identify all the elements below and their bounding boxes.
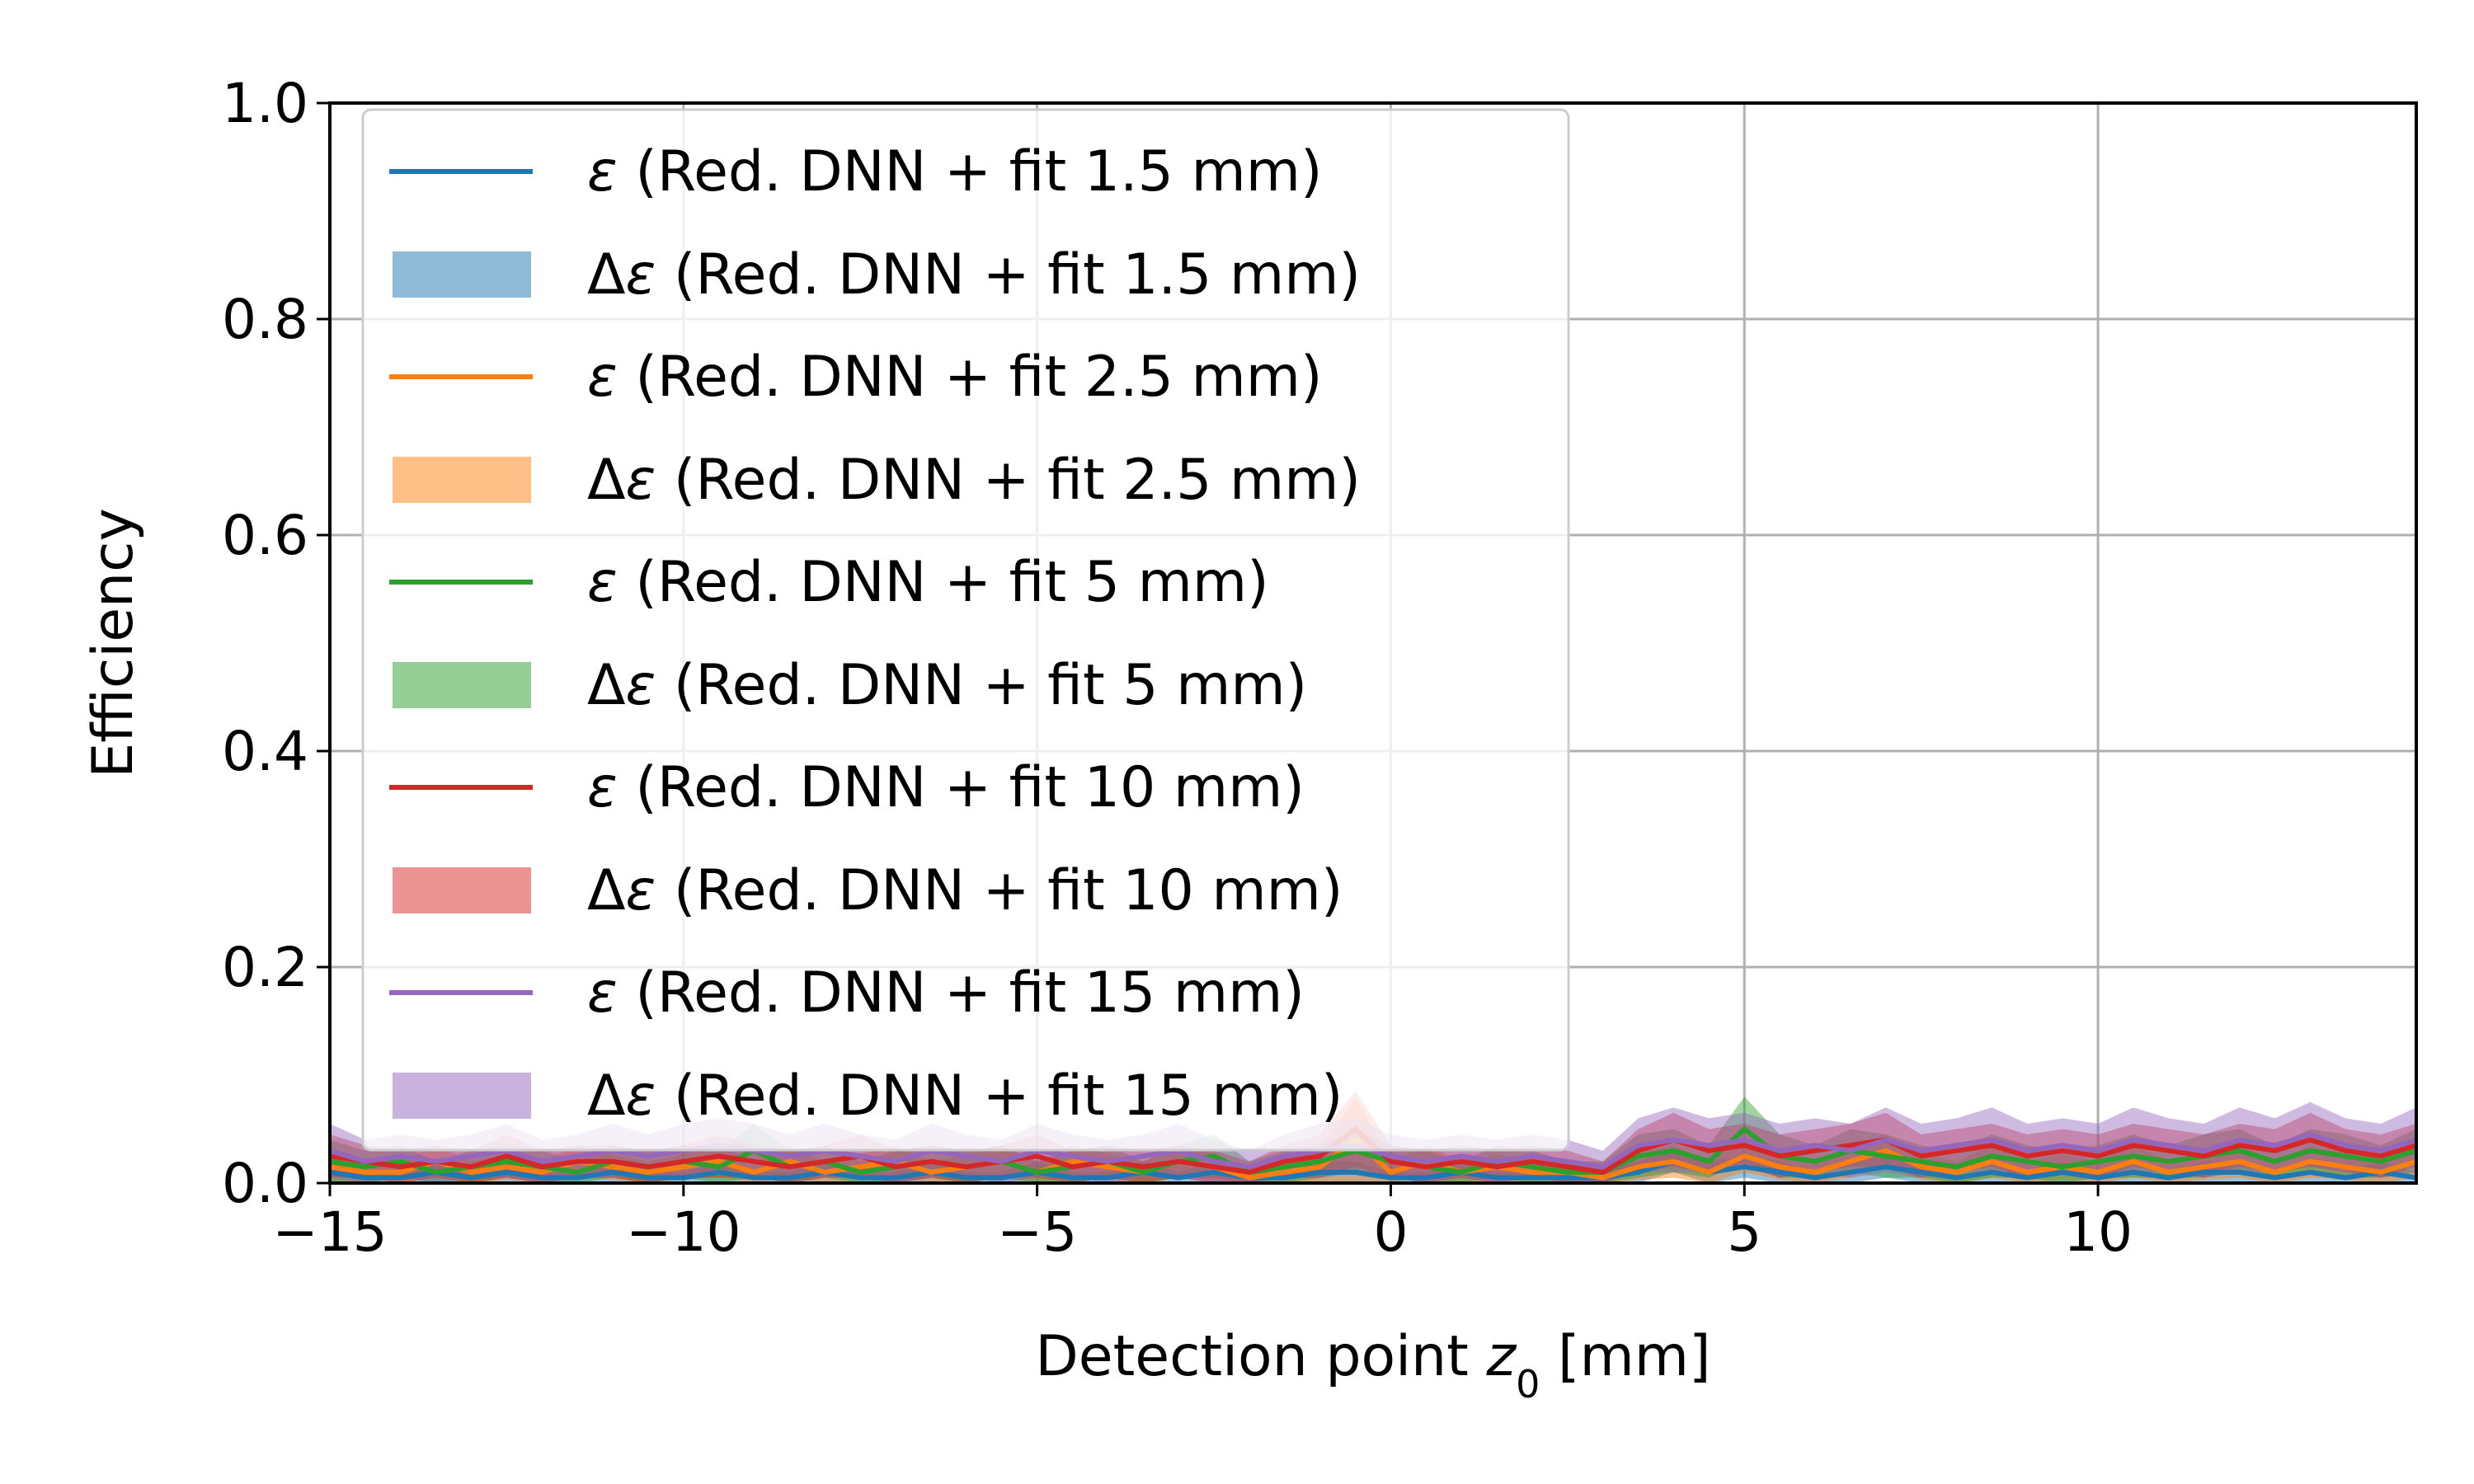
legend-entry-line: ε (Red. DNN + fit 1.5 mm) xyxy=(587,139,1323,204)
x-tick-label: 10 xyxy=(2063,1200,2133,1264)
x-tick-label: 0 xyxy=(1373,1200,1408,1264)
axis-ticks: −15 −10 −5 0 5 10 0.0 0.2 0.4 0.6 0.8 1.0 xyxy=(222,72,2133,1264)
x-tick-label: −5 xyxy=(997,1200,1077,1264)
legend-entry-line: ε (Red. DNN + fit 10 mm) xyxy=(587,755,1305,820)
legend-band-swatch xyxy=(393,867,531,913)
legend: ε (Red. DNN + fit 1.5 mm) Δε (Red. DNN + … xyxy=(361,108,1570,1152)
legend-band-swatch xyxy=(393,457,531,503)
y-tick-label: 0.4 xyxy=(222,720,308,783)
efficiency-line-0 xyxy=(329,1158,2417,1181)
legend-entry-line: ε (Red. DNN + fit 5 mm) xyxy=(587,550,1269,615)
legend-entry-band: Δε (Red. DNN + fit 2.5 mm) xyxy=(587,448,1361,513)
y-tick-label: 0.0 xyxy=(222,1152,308,1215)
y-tick-label: 0.8 xyxy=(222,288,308,351)
legend-entry-line: ε (Red. DNN + fit 2.5 mm) xyxy=(587,345,1323,410)
legend-band-swatch xyxy=(393,251,531,298)
legend-band-swatch xyxy=(393,662,531,708)
legend-band-swatch xyxy=(393,1073,531,1119)
y-tick-label: 0.6 xyxy=(222,504,308,567)
y-axis-title: Efficiency xyxy=(81,508,146,778)
y-tick-label: 0.2 xyxy=(222,936,308,999)
y-tick-label: 1.0 xyxy=(222,72,308,135)
legend-entry-band: Δε (Red. DNN + fit 5 mm) xyxy=(587,653,1307,718)
legend-entry-band: Δε (Red. DNN + fit 15 mm) xyxy=(587,1064,1343,1129)
legend-entry-line: ε (Red. DNN + fit 15 mm) xyxy=(587,960,1305,1026)
legend-box xyxy=(361,108,1570,1152)
legend-entry-band: Δε (Red. DNN + fit 1.5 mm) xyxy=(587,242,1361,308)
plot-frame xyxy=(328,101,2418,1185)
legend-entry-band: Δε (Red. DNN + fit 10 mm) xyxy=(587,858,1343,923)
x-axis-title: Detection point z0 [mm] xyxy=(1035,1324,1710,1407)
x-tick-label: −15 xyxy=(272,1200,387,1264)
x-tick-label: −10 xyxy=(626,1200,741,1264)
x-tick-label: 5 xyxy=(1727,1200,1761,1264)
